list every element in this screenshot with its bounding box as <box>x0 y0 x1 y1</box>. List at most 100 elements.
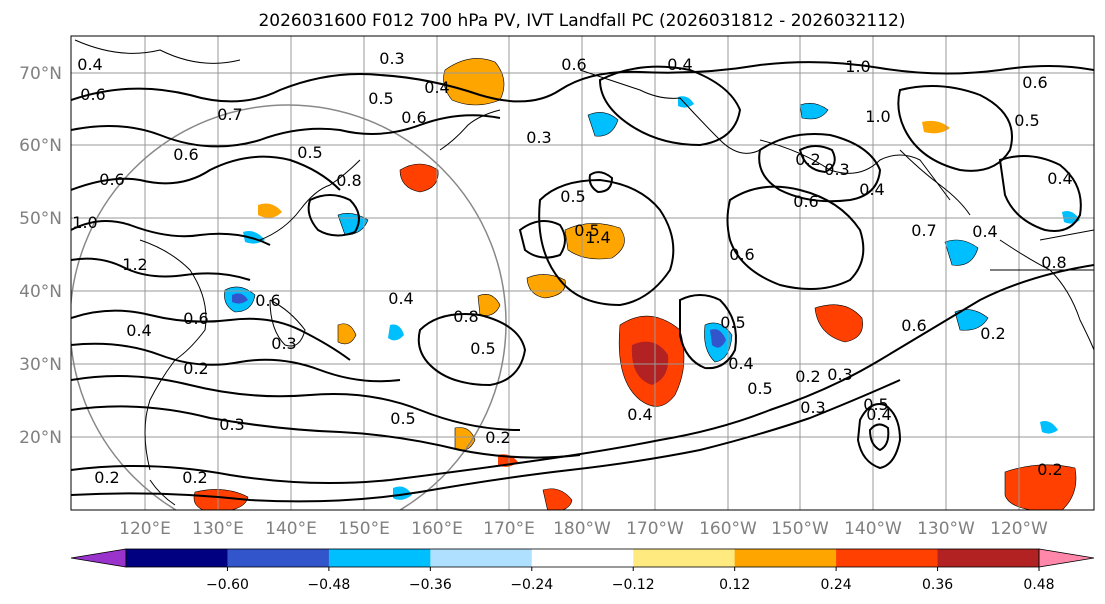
contour-label: 0.7 <box>911 221 936 240</box>
colorbar-tick-label: 0.24 <box>821 577 852 593</box>
contour-label: 0.7 <box>217 105 242 124</box>
contour-label: 0.5 <box>297 143 322 162</box>
shade-negative <box>587 112 619 137</box>
contour-label: 0.4 <box>859 180 884 199</box>
shade-positive <box>814 304 863 343</box>
colorbar-bin <box>531 549 634 567</box>
lat-label: 50°N <box>19 209 62 229</box>
contour-label: 0.8 <box>1041 253 1066 272</box>
contour-label: 0.5 <box>560 187 585 206</box>
colorbar: −0.60 −0.48 −0.36 −0.24 −0.12 0.12 0.24 0.36 0.4… <box>70 548 1095 593</box>
colorbar-tick-label: −0.24 <box>510 577 553 593</box>
lon-label: 150°E <box>338 519 390 539</box>
shade-negative <box>944 239 979 266</box>
contour-label: 0.4 <box>728 354 753 373</box>
longitude-labels: 120°E 130°E 140°E 150°E 160°E 170°E 180°… <box>119 519 1048 539</box>
shade-positive <box>542 488 573 510</box>
region-circle <box>71 104 507 510</box>
contour-label: 0.2 <box>183 359 208 378</box>
colorbar-bin <box>734 549 837 567</box>
lat-label: 20°N <box>19 428 62 448</box>
contour-label: 0.6 <box>729 245 754 264</box>
colorbar-bin <box>836 549 939 567</box>
contour-label: 1.2 <box>122 255 147 274</box>
contour-label: 0.4 <box>424 78 449 97</box>
contour-label: 0.2 <box>94 468 119 487</box>
contour-label: 0.2 <box>182 468 207 487</box>
lon-label: 180°W <box>553 519 611 539</box>
contour-label: 0.3 <box>219 415 244 434</box>
contour-label: 0.2 <box>795 150 820 169</box>
contour-label: 0.3 <box>824 160 849 179</box>
colorbar-bin <box>328 549 431 567</box>
colorbar-bin <box>937 549 1040 567</box>
colorbar-bin <box>430 549 533 567</box>
lat-label: 70°N <box>19 64 62 84</box>
contour-label: 0.8 <box>336 171 361 190</box>
lon-label: 160°W <box>699 519 757 539</box>
contour-label: 1.0 <box>865 107 890 126</box>
shade-negative <box>799 103 829 120</box>
lon-label: 140°E <box>265 519 317 539</box>
contour-label: 0.5 <box>368 89 393 108</box>
contour-label: 0.2 <box>485 428 510 447</box>
shade-negative <box>393 486 412 500</box>
contour-label: 0.5 <box>863 395 888 414</box>
contour-label: 0.5 <box>747 379 772 398</box>
colorbar-extend-high <box>1038 548 1095 568</box>
contour-label: 0.6 <box>1022 73 1047 92</box>
colorbar-bin <box>227 549 330 567</box>
contour-label: 0.3 <box>379 49 404 68</box>
contour-label: 0.3 <box>271 334 296 353</box>
contour-label: 0.3 <box>827 365 852 384</box>
contour-label: 0.2 <box>980 324 1005 343</box>
contour-label: 0.4 <box>627 405 652 424</box>
colorbar-tick-label: 0.12 <box>719 577 750 593</box>
contour-label: 0.6 <box>99 170 124 189</box>
shade-positive <box>564 223 625 260</box>
lon-label: 170°E <box>483 519 535 539</box>
contour-label: 0.4 <box>866 405 891 424</box>
shade-positive <box>399 163 439 193</box>
contour-label: 0.6 <box>183 309 208 328</box>
shade-positive <box>193 489 249 510</box>
contour-label: 0.6 <box>901 316 926 335</box>
lon-label: 120°W <box>990 519 1048 539</box>
shade-positive <box>337 323 357 345</box>
contour-label: 1.4 <box>585 228 610 247</box>
colorbar-tick-label: −0.36 <box>409 577 452 593</box>
map-title: 2026031600 F012 700 hPa PV, IVT Landfall… <box>258 11 905 31</box>
graticule <box>71 36 1094 510</box>
colorbar-bin <box>633 549 736 567</box>
contour-label: 0.4 <box>388 289 413 308</box>
contour-label: 0.6 <box>255 291 280 310</box>
colorbar-extend-low <box>70 548 127 568</box>
shade-negative <box>1040 421 1058 434</box>
map-layers: 0.30.41.00.6 0.50.4 0.60.7 0.6 0.50.60.30.41… <box>71 36 1094 510</box>
colorbar-bin <box>126 549 228 567</box>
shade-positive <box>922 120 950 134</box>
shade-negative <box>710 329 726 348</box>
contour-label: 0.4 <box>972 222 997 241</box>
contour-label: 0.4 <box>126 321 151 340</box>
contour-label: 0.6 <box>401 108 426 127</box>
shade-negative <box>678 96 694 108</box>
lon-label: 130°E <box>192 519 244 539</box>
lat-label: 30°N <box>19 355 62 375</box>
lon-label: 120°E <box>119 519 171 539</box>
lon-label: 130°W <box>917 519 975 539</box>
lon-label: 160°E <box>411 519 463 539</box>
contour-label: 0.6 <box>793 192 818 211</box>
lat-label: 40°N <box>19 282 62 302</box>
colorbar-tick-label: 0.36 <box>922 577 953 593</box>
pv-shading <box>193 58 1080 510</box>
contour-label: 0.3 <box>800 398 825 417</box>
colorbar-tick-label: −0.60 <box>206 577 249 593</box>
contour-label: 0.4 <box>1047 169 1072 188</box>
latitude-labels: 70°N 60°N 50°N 40°N 30°N 20°N <box>19 64 62 448</box>
contour-label: 1.0 <box>72 213 97 232</box>
lon-label: 140°W <box>844 519 902 539</box>
contour-labels: 0.30.41.00.6 0.50.4 0.60.7 0.6 0.50.60.30.41… <box>72 49 1072 487</box>
colorbar-tick-label: −0.12 <box>612 577 655 593</box>
